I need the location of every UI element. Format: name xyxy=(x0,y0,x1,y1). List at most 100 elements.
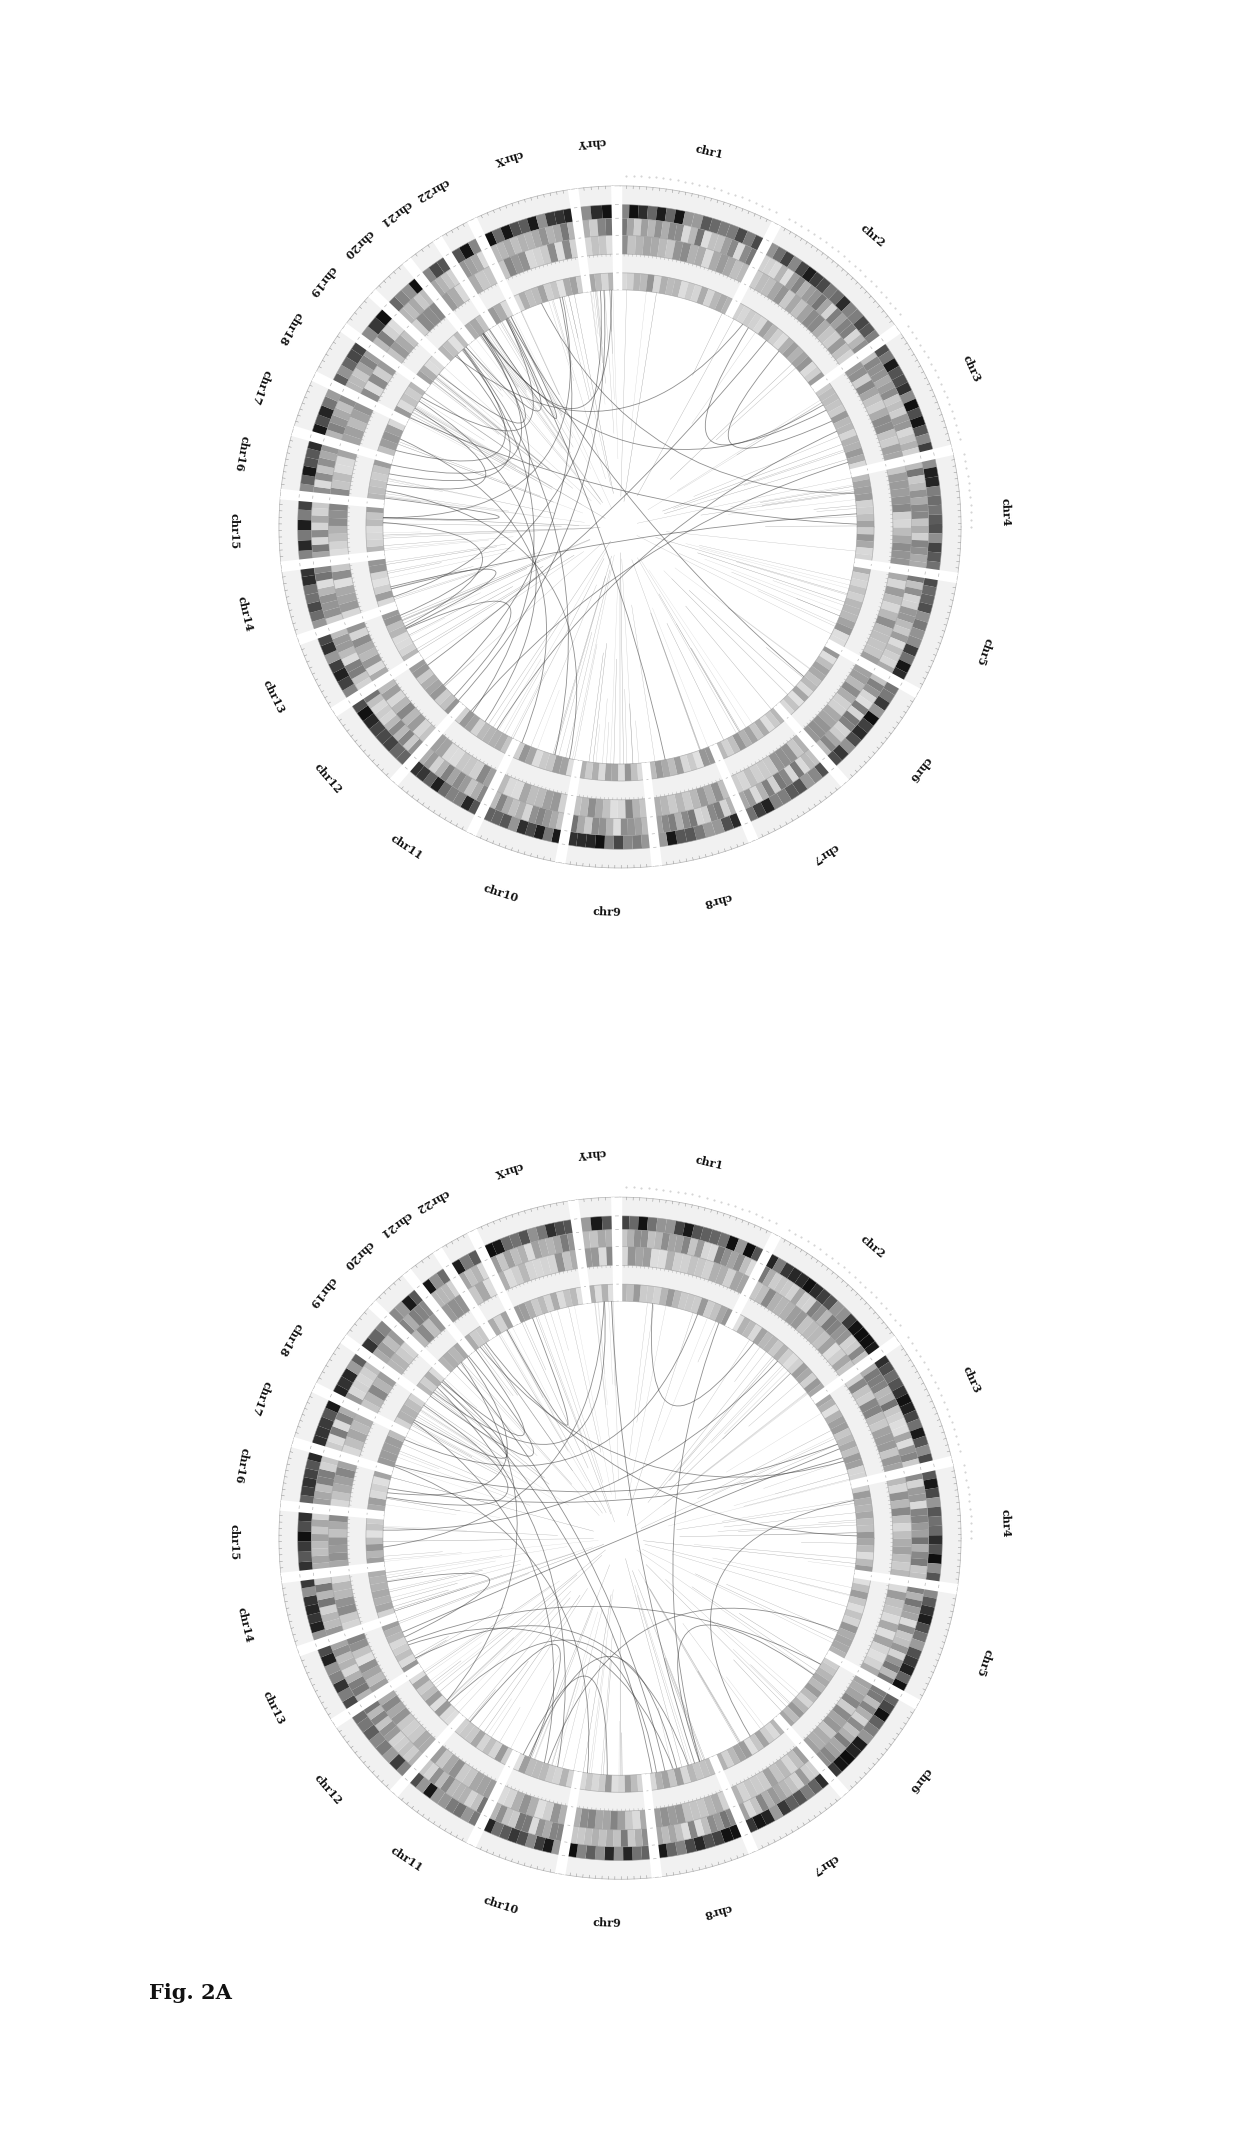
Polygon shape xyxy=(929,1526,942,1535)
Polygon shape xyxy=(805,747,821,766)
Polygon shape xyxy=(749,1782,842,1850)
Polygon shape xyxy=(377,370,413,413)
Polygon shape xyxy=(859,1663,880,1678)
Polygon shape xyxy=(879,656,898,669)
Polygon shape xyxy=(658,277,668,294)
Polygon shape xyxy=(717,1790,732,1810)
Polygon shape xyxy=(294,379,330,432)
Polygon shape xyxy=(854,1497,872,1505)
Polygon shape xyxy=(317,405,334,419)
Polygon shape xyxy=(884,1597,905,1610)
Polygon shape xyxy=(859,651,880,666)
Polygon shape xyxy=(332,632,351,645)
Polygon shape xyxy=(646,275,655,292)
Polygon shape xyxy=(598,762,605,781)
Polygon shape xyxy=(558,794,569,813)
Polygon shape xyxy=(687,1237,698,1256)
Polygon shape xyxy=(569,277,579,294)
Polygon shape xyxy=(817,326,836,343)
Polygon shape xyxy=(632,835,642,849)
Polygon shape xyxy=(554,241,565,262)
Polygon shape xyxy=(929,515,942,524)
Polygon shape xyxy=(900,598,919,611)
Polygon shape xyxy=(440,1284,456,1301)
Polygon shape xyxy=(905,1471,923,1482)
Polygon shape xyxy=(833,1731,851,1748)
Polygon shape xyxy=(577,815,585,832)
Polygon shape xyxy=(929,524,942,534)
Polygon shape xyxy=(672,1290,682,1309)
Polygon shape xyxy=(298,509,311,519)
Polygon shape xyxy=(894,419,911,432)
Polygon shape xyxy=(841,1446,859,1458)
Polygon shape xyxy=(883,1605,903,1616)
Polygon shape xyxy=(496,773,511,794)
Polygon shape xyxy=(820,735,836,752)
Polygon shape xyxy=(392,1644,410,1656)
Polygon shape xyxy=(351,341,368,356)
Polygon shape xyxy=(429,1367,446,1382)
Polygon shape xyxy=(800,1688,817,1703)
Polygon shape xyxy=(823,705,842,722)
Polygon shape xyxy=(598,1231,606,1248)
Polygon shape xyxy=(402,647,419,662)
Polygon shape xyxy=(764,1254,779,1269)
Polygon shape xyxy=(684,283,696,300)
Polygon shape xyxy=(634,1231,641,1248)
Polygon shape xyxy=(579,1218,591,1233)
Polygon shape xyxy=(527,215,539,232)
Text: chrY: chrY xyxy=(577,136,606,149)
Polygon shape xyxy=(362,654,382,669)
Polygon shape xyxy=(870,368,888,383)
Polygon shape xyxy=(833,745,848,760)
Polygon shape xyxy=(863,643,884,660)
Polygon shape xyxy=(650,1248,660,1269)
Polygon shape xyxy=(818,387,836,402)
Polygon shape xyxy=(544,1222,557,1239)
Polygon shape xyxy=(334,577,353,590)
Polygon shape xyxy=(856,379,875,396)
Polygon shape xyxy=(906,407,923,419)
Polygon shape xyxy=(482,1277,498,1297)
Polygon shape xyxy=(332,407,351,422)
Polygon shape xyxy=(595,1846,605,1861)
Polygon shape xyxy=(372,464,391,475)
Polygon shape xyxy=(389,1754,405,1771)
Polygon shape xyxy=(355,641,374,656)
Text: chr12: chr12 xyxy=(311,1771,343,1808)
Polygon shape xyxy=(926,551,941,562)
Polygon shape xyxy=(441,1731,507,1782)
Polygon shape xyxy=(857,1518,874,1526)
Polygon shape xyxy=(475,270,491,290)
Polygon shape xyxy=(279,498,300,564)
Polygon shape xyxy=(329,1537,347,1546)
Polygon shape xyxy=(605,1776,611,1793)
Polygon shape xyxy=(625,764,631,781)
Polygon shape xyxy=(832,1703,852,1722)
Polygon shape xyxy=(696,1799,709,1818)
Polygon shape xyxy=(743,788,756,807)
Polygon shape xyxy=(444,698,461,715)
Polygon shape xyxy=(776,788,791,805)
Polygon shape xyxy=(336,705,404,779)
Polygon shape xyxy=(828,634,847,649)
Polygon shape xyxy=(660,796,671,815)
Polygon shape xyxy=(825,1742,842,1759)
Polygon shape xyxy=(332,1384,348,1399)
Polygon shape xyxy=(460,1805,475,1822)
Polygon shape xyxy=(708,251,722,270)
Polygon shape xyxy=(518,783,532,803)
Polygon shape xyxy=(847,705,864,722)
Polygon shape xyxy=(822,330,841,349)
Polygon shape xyxy=(367,492,386,502)
Polygon shape xyxy=(377,330,396,347)
Polygon shape xyxy=(342,683,360,698)
Polygon shape xyxy=(815,739,831,756)
Polygon shape xyxy=(614,1846,624,1861)
Polygon shape xyxy=(928,543,942,554)
Polygon shape xyxy=(300,1495,314,1505)
Polygon shape xyxy=(366,526,383,532)
Polygon shape xyxy=(346,349,362,364)
Polygon shape xyxy=(350,1571,379,1627)
Polygon shape xyxy=(879,1667,898,1680)
